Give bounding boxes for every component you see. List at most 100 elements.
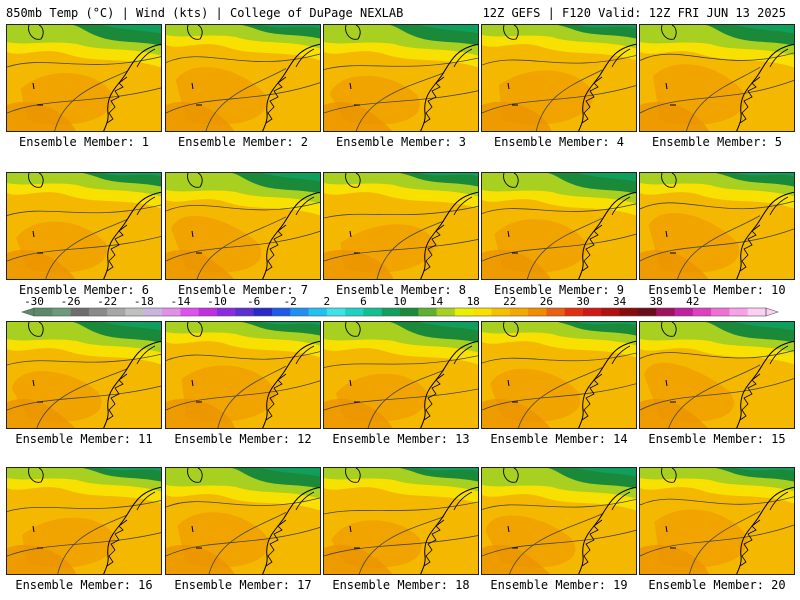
temperature-field-map bbox=[166, 468, 320, 574]
ensemble-map-panel bbox=[6, 24, 162, 132]
temperature-field-map bbox=[166, 322, 320, 428]
colorbar-segment bbox=[601, 308, 620, 316]
ensemble-member-label: Ensemble Member: 19 bbox=[490, 578, 628, 592]
colorbar-tick-label: 26 bbox=[540, 296, 553, 308]
temperature-field-map bbox=[482, 468, 636, 574]
ensemble-member-label: Ensemble Member: 8 bbox=[335, 283, 467, 297]
colorbar-tick-label: -30 bbox=[24, 296, 44, 308]
colorbar-segment bbox=[436, 308, 456, 316]
ensemble-member-label: Ensemble Member: 4 bbox=[493, 135, 625, 149]
ensemble-member-label: Ensemble Member: 1 bbox=[18, 135, 150, 149]
temperature-field-map bbox=[324, 322, 478, 428]
colorbar-segment bbox=[509, 308, 529, 316]
colorbar-segment bbox=[88, 308, 108, 316]
colorbar-segment bbox=[143, 308, 163, 316]
ensemble-member-label: Ensemble Member: 20 bbox=[648, 578, 786, 592]
temperature-field-map bbox=[166, 25, 320, 131]
ensemble-member-label: Ensemble Member: 3 bbox=[335, 135, 467, 149]
colorbar-segment bbox=[363, 308, 383, 316]
colorbar-segment bbox=[235, 308, 254, 316]
colorbar-segment bbox=[162, 308, 181, 316]
temperature-field-map bbox=[7, 25, 161, 131]
ensemble-member-label: Ensemble Member: 17 bbox=[174, 578, 312, 592]
colorbar-segment bbox=[491, 308, 511, 316]
ensemble-map-panel bbox=[323, 172, 479, 280]
page-header: 850mb Temp (°C) | Wind (kts) | College o… bbox=[0, 0, 800, 24]
colorbar-tick-label: 34 bbox=[613, 296, 627, 308]
ensemble-map-panel bbox=[165, 24, 321, 132]
colorbar-segment bbox=[473, 308, 492, 316]
colorbar-segment bbox=[271, 308, 291, 316]
colorbar-tick-label: -26 bbox=[61, 296, 81, 308]
colorbar-segment bbox=[583, 308, 602, 316]
colorbar-tick-label: -6 bbox=[247, 296, 260, 308]
ensemble-map-panel bbox=[323, 321, 479, 429]
ensemble-member-label: Ensemble Member: 5 bbox=[651, 135, 783, 149]
temperature-field-map bbox=[640, 322, 794, 428]
colorbar-segment bbox=[454, 308, 474, 316]
ensemble-map-panel bbox=[6, 172, 162, 280]
colorbar-tick-label: -2 bbox=[284, 296, 297, 308]
colorbar-tick-label: 38 bbox=[650, 296, 663, 308]
colorbar-segment bbox=[70, 308, 90, 316]
colorbar-segment bbox=[34, 308, 53, 316]
colorbar-segment bbox=[418, 308, 437, 316]
colorbar-segment bbox=[546, 308, 566, 316]
ensemble-member-label: Ensemble Member: 16 bbox=[15, 578, 153, 592]
ensemble-map-panel bbox=[481, 24, 637, 132]
temperature-field-map bbox=[7, 322, 161, 428]
model-run-info: 12Z GEFS | F120 Valid: 12Z FRI JUN 13 20… bbox=[482, 6, 786, 20]
temperature-field-map bbox=[7, 173, 161, 279]
colorbar-segment bbox=[107, 308, 126, 316]
page-title: 850mb Temp (°C) | Wind (kts) | College o… bbox=[6, 6, 404, 20]
ensemble-map-panel bbox=[165, 467, 321, 575]
colorbar-segment bbox=[729, 308, 749, 316]
colorbar-segment bbox=[180, 308, 200, 316]
colorbar-segment bbox=[528, 308, 547, 316]
colorbar-segment bbox=[711, 308, 730, 316]
ensemble-map-panel bbox=[481, 467, 637, 575]
ensemble-map-panel bbox=[323, 467, 479, 575]
temperature-field-map bbox=[640, 25, 794, 131]
ensemble-member-label: Ensemble Member: 12 bbox=[174, 432, 312, 446]
ensemble-member-label: Ensemble Member: 15 bbox=[648, 432, 786, 446]
ensemble-member-label: Ensemble Member: 13 bbox=[332, 432, 470, 446]
ensemble-map-panel bbox=[639, 24, 795, 132]
colorbar-tick-label: -14 bbox=[170, 296, 190, 308]
ensemble-member-label: Ensemble Member: 11 bbox=[15, 432, 153, 446]
ensemble-member-label: Ensemble Member: 10 bbox=[648, 283, 786, 297]
temperature-field-map bbox=[324, 25, 478, 131]
ensemble-map-panel bbox=[165, 172, 321, 280]
ensemble-map-panel bbox=[639, 321, 795, 429]
ensemble-member-label: Ensemble Member: 18 bbox=[332, 578, 470, 592]
colorbar-segment bbox=[747, 308, 767, 316]
colorbar-tick-label: 6 bbox=[360, 296, 367, 308]
colorbar-tick-label: 18 bbox=[467, 296, 480, 308]
colorbar-segment bbox=[217, 308, 236, 316]
colorbar-segment bbox=[198, 308, 218, 316]
ensemble-map-panel bbox=[6, 467, 162, 575]
temperature-field-map bbox=[482, 25, 636, 131]
colorbar-segment bbox=[674, 308, 694, 316]
colorbar-segment bbox=[125, 308, 145, 316]
ensemble-map-panel bbox=[639, 467, 795, 575]
colorbar-tick-label: 10 bbox=[393, 296, 406, 308]
colorbar-max-arrow bbox=[765, 307, 779, 317]
colorbar-segment bbox=[637, 308, 657, 316]
ensemble-map-panel bbox=[6, 321, 162, 429]
colorbar-tick-label: 2 bbox=[323, 296, 330, 308]
colorbar-tick-label: 30 bbox=[576, 296, 589, 308]
temperature-field-map bbox=[640, 468, 794, 574]
colorbar-segment bbox=[381, 308, 401, 316]
colorbar-tick-label: -18 bbox=[134, 296, 154, 308]
colorbar-segment bbox=[308, 308, 328, 316]
ensemble-map-panel bbox=[323, 24, 479, 132]
colorbar-segment bbox=[253, 308, 273, 316]
temperature-field-map bbox=[166, 173, 320, 279]
temperature-field-map bbox=[7, 468, 161, 574]
colorbar-tick-label: 14 bbox=[430, 296, 444, 308]
ensemble-member-label: Ensemble Member: 7 bbox=[177, 283, 309, 297]
temperature-field-map bbox=[324, 468, 478, 574]
temperature-colorbar: -30 -26 -22 -18 -14 -10 -6 -2 2 6 10 14 18 22 26 30 34 38… bbox=[21, 296, 779, 317]
ensemble-map-panel bbox=[481, 172, 637, 280]
